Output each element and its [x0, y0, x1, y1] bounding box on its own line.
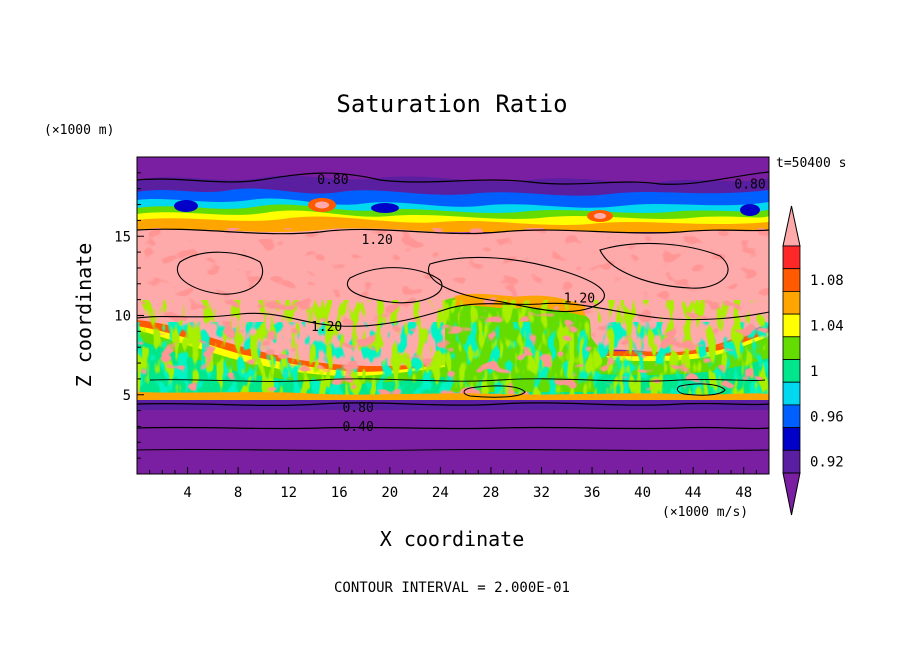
y-axis: 5 10 15	[114, 172, 144, 459]
x-tick-label: 12	[280, 485, 297, 501]
colorbar: 0.92 0.96 1 1.04 1.08	[782, 205, 844, 516]
y-tick-label: 5	[123, 388, 131, 404]
contour-label: 0.40	[343, 420, 374, 435]
contour-label: 0.80	[343, 401, 374, 416]
colorbar-band	[782, 359, 801, 383]
contour-labels: 0.80 0.80 1.20 1.20 1.20 0.80 0.40	[311, 173, 766, 435]
ridge-spot	[594, 213, 606, 219]
contour-label: 1.20	[362, 233, 393, 248]
colorbar-band	[782, 336, 801, 360]
colorbar-band	[782, 404, 801, 428]
contour-line	[599, 242, 729, 289]
cloud-base-orange	[137, 392, 769, 402]
colorbar-above-triangle	[782, 205, 801, 247]
ridge-spot	[315, 201, 329, 209]
x-tick-label: 4	[183, 485, 191, 501]
contour-line	[149, 378, 766, 382]
x-tick-label: 8	[234, 485, 242, 501]
x-tick-label: 36	[584, 485, 601, 501]
contour-line	[427, 256, 605, 313]
y-tick-label: 15	[114, 229, 131, 245]
lower-band-2	[137, 410, 769, 474]
x-tick-label: 20	[381, 485, 398, 501]
contour-loop	[676, 383, 726, 396]
contour-line	[137, 228, 769, 235]
contour-line	[177, 251, 263, 295]
colorbar-band	[782, 449, 801, 474]
colorbar-band	[782, 268, 801, 292]
texture-red	[137, 228, 769, 398]
x-tick-label: 44	[685, 485, 702, 501]
x-axis-label: X coordinate	[380, 527, 525, 551]
x-tick-label: 24	[432, 485, 449, 501]
time-label: t=50400 s	[776, 156, 846, 171]
colorbar-tick-label: 1	[810, 364, 818, 380]
colorbar-tick-label: 1.04	[810, 318, 844, 334]
colorbar-tick-label: 0.96	[810, 409, 844, 425]
chart-title: Saturation Ratio	[336, 90, 567, 118]
contour-label: 0.80	[734, 178, 765, 193]
x-tick-label: 48	[735, 485, 752, 501]
ridge-spot	[174, 200, 198, 212]
contour-label: 1.20	[311, 320, 342, 335]
contour-line	[137, 426, 769, 430]
x-tick-label: 32	[533, 485, 550, 501]
colorbar-band	[782, 381, 801, 406]
ridge-spot	[371, 203, 399, 213]
colorbar-tick-label: 1.08	[810, 273, 844, 289]
footer-note: CONTOUR INTERVAL = 2.000E-01	[334, 580, 570, 596]
y-tick-label: 10	[114, 309, 131, 325]
contour-line	[137, 302, 769, 327]
colorbar-tick-label: 0.92	[810, 455, 844, 471]
plot-area: 0.80 0.80 1.20 1.20 1.20 0.80 0.40	[137, 157, 769, 474]
x-axis: 4 8 12 16 20 24 28 32 36 40 44 48	[149, 467, 757, 501]
x-tick-label: 16	[331, 485, 348, 501]
x-tick-label: 40	[634, 485, 651, 501]
colorbar-band	[782, 427, 801, 451]
contour-label: 1.20	[564, 292, 595, 307]
contour-loop	[463, 385, 526, 398]
x-tick-label: 28	[482, 485, 499, 501]
x-unit-label: (×1000 m/s)	[662, 505, 748, 520]
colorbar-below-triangle	[782, 472, 801, 516]
contour-label: 0.80	[317, 173, 348, 188]
contour-line	[137, 448, 769, 452]
y-unit-label: (×1000 m)	[44, 123, 114, 138]
colorbar-band	[782, 290, 801, 315]
contour-line	[137, 171, 769, 185]
contour-line	[137, 402, 769, 406]
y-axis-label: Z coordinate	[72, 243, 96, 388]
ridge-spot	[740, 204, 760, 216]
colorbar-band	[782, 313, 801, 338]
colorbar-band	[782, 245, 801, 270]
contour-line	[347, 267, 443, 304]
